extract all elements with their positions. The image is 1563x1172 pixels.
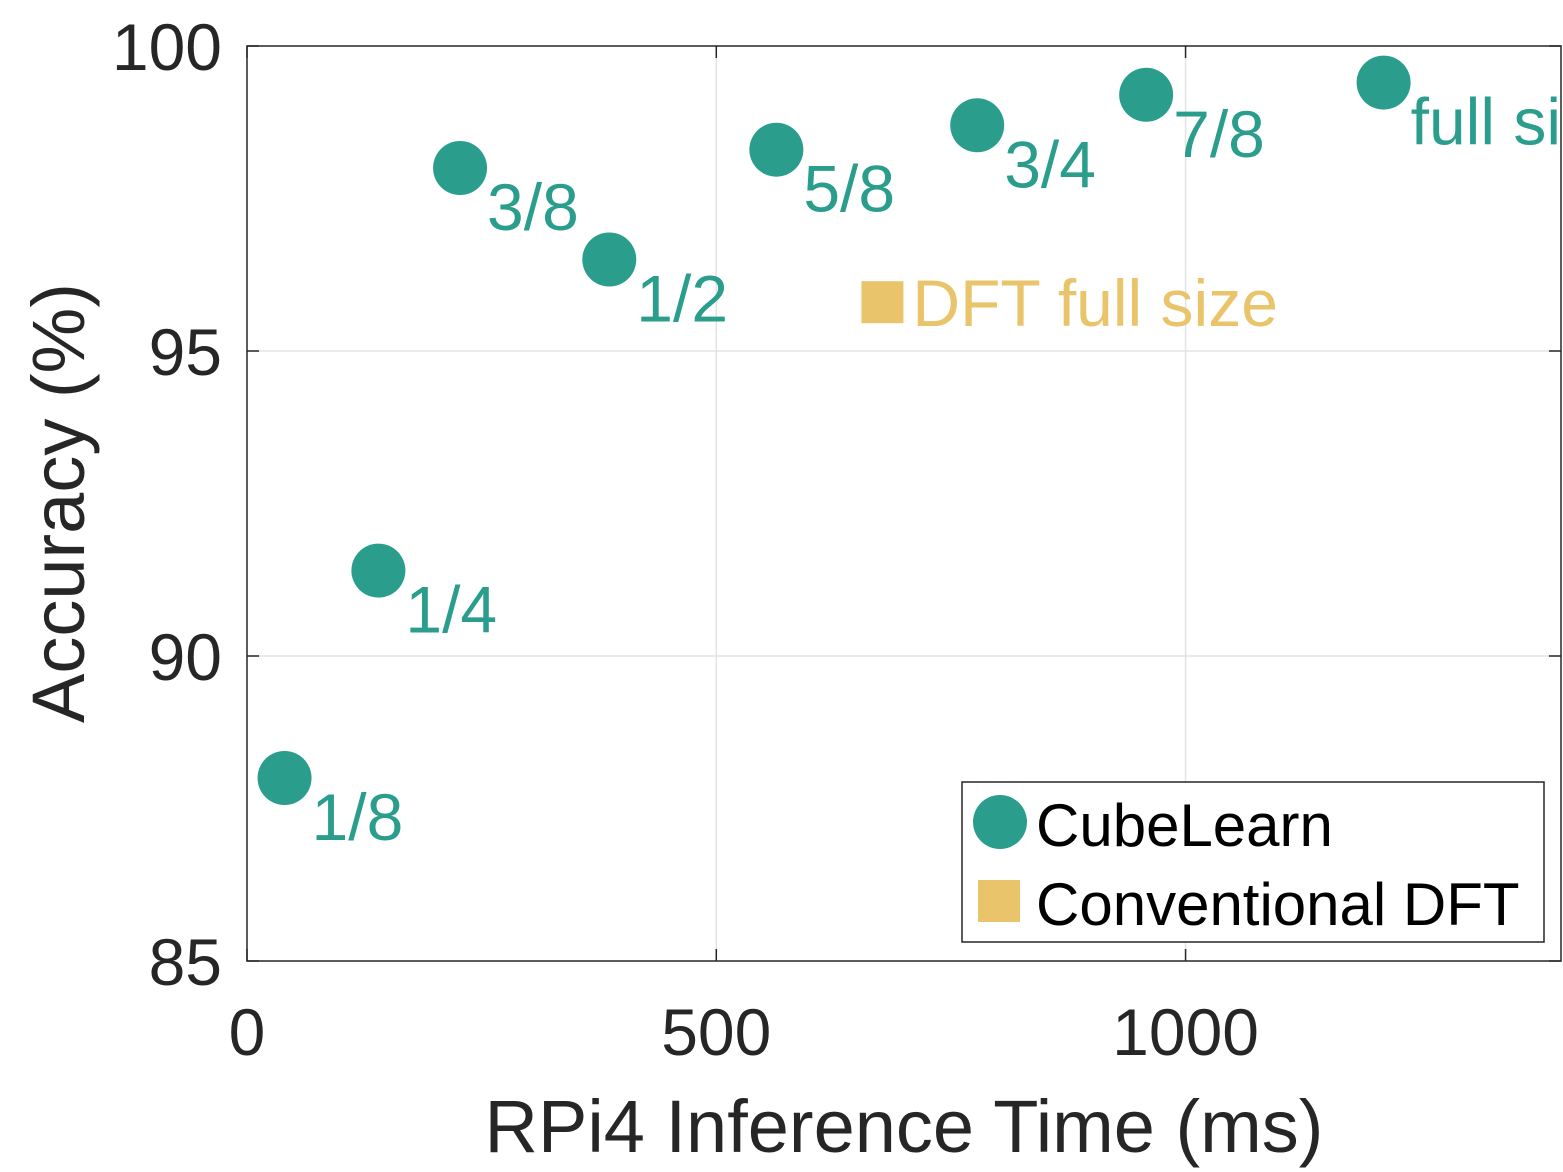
x-tick-label: 0 [229, 995, 266, 1069]
point-cubelearn-3-4 [950, 98, 1005, 153]
point-label-dft-full-size: DFT full size [912, 266, 1278, 340]
point-conventional-dft-dft-full-size [861, 281, 904, 324]
x-axis-title: RPi4 Inference Time (ms) [485, 1085, 1324, 1168]
data-points: 1/8 1/4 3/8 1/2 5/8 3/4 7/8 full size DFT full s… [257, 55, 1563, 854]
x-tick-label: 1000 [1112, 995, 1259, 1069]
point-label-3-8: 3/8 [487, 170, 579, 244]
point-cubelearn-1-4 [351, 543, 406, 598]
point-cubelearn-3-8 [433, 141, 488, 195]
legend-marker-cubelearn [973, 795, 1027, 849]
point-label-7-8: 7/8 [1173, 97, 1265, 171]
legend-label-cubelearn: CubeLearn [1036, 792, 1333, 859]
plot-area-frame [246, 45, 1562, 962]
point-label-5-8: 5/8 [803, 152, 895, 226]
point-label-1-8: 1/8 [312, 780, 404, 854]
point-label-1-2: 1/2 [636, 262, 728, 336]
point-cubelearn-full-size [1356, 55, 1411, 110]
y-axis-title: Accuracy (%) [17, 283, 100, 723]
point-cubelearn-7-8 [1119, 67, 1174, 122]
legend: CubeLearn Conventional DFT [961, 781, 1545, 943]
point-label-1-4: 1/4 [405, 573, 497, 647]
legend-label-conventional-dft: Conventional DFT [1036, 871, 1520, 938]
point-cubelearn-1-2 [582, 232, 637, 287]
point-cubelearn-5-8 [749, 122, 804, 177]
y-tick-label: 100 [112, 10, 222, 84]
point-label-full-size: full size [1411, 85, 1563, 159]
point-cubelearn-1-8 [257, 751, 312, 805]
axis-ticks: 0 500 1000 85 90 95 100 [112, 10, 1561, 1069]
y-tick-label: 95 [149, 315, 222, 389]
legend-box [961, 781, 1545, 943]
point-label-3-4: 3/4 [1004, 127, 1096, 201]
y-tick-label: 90 [149, 620, 222, 694]
y-tick-label: 85 [149, 925, 222, 999]
legend-marker-conventional-dft [978, 880, 1020, 922]
x-tick-label: 500 [661, 995, 771, 1069]
